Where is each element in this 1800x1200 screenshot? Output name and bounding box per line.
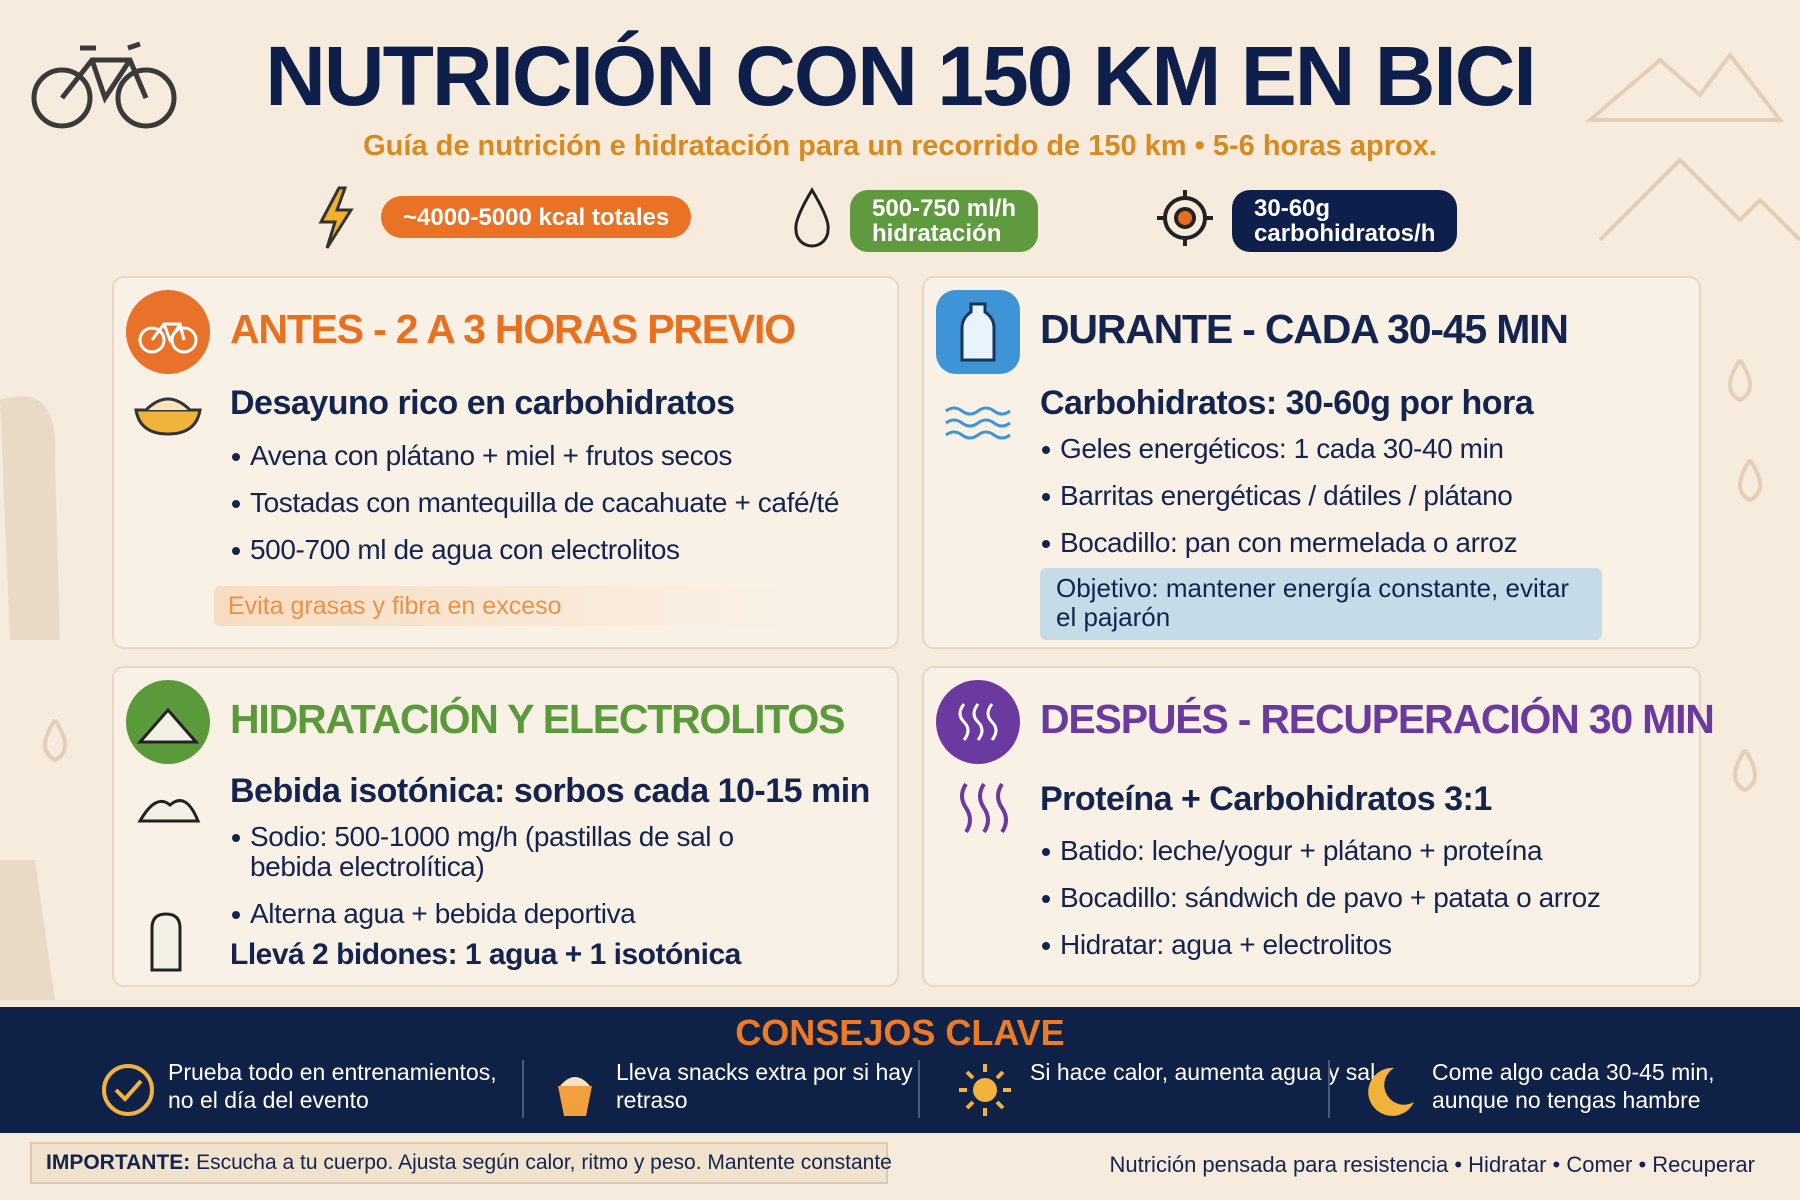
important-box: IMPORTANTE: Escucha a tu cuerpo. Ajusta …	[30, 1142, 892, 1184]
bullet-text: Geles energéticos: 1 cada 30-40 min	[1060, 433, 1504, 464]
bullet: Geles energéticos: 1 cada 30-40 min	[1040, 434, 1685, 464]
tip: Si hace calor, aumenta agua y sal	[1030, 1059, 1376, 1085]
bolt-icon	[318, 186, 354, 249]
card-title: ANTES - 2 A 3 HORAS PREVIO	[230, 306, 796, 352]
target-icon	[1157, 190, 1213, 246]
moon-icon	[1368, 1067, 1414, 1116]
card-heading: Desayuno rico en carbohidratos	[230, 384, 735, 422]
card-icon	[936, 290, 1020, 374]
important-label: IMPORTANTE:	[46, 1151, 191, 1174]
road	[0, 860, 55, 1000]
separator	[1328, 1060, 1330, 1118]
bullet: Alterna agua + bebida deportiva	[230, 899, 777, 929]
bullet-dot	[232, 834, 240, 842]
card: HIDRATACIÓN Y ELECTROLITOS Bebida isotón…	[112, 666, 899, 987]
bike-icon	[31, 41, 177, 129]
badge-text: carbohidratos/h	[1254, 220, 1436, 247]
check-icon	[102, 1064, 154, 1116]
tip: Lleva snacks extra por si hay retraso	[616, 1059, 913, 1113]
tip: Prueba todo en entrenamientos, no el día…	[168, 1059, 497, 1113]
bullet-dot	[1042, 848, 1050, 856]
badge: 500-750 ml/h hidratación	[850, 190, 1039, 252]
bullet-text: Avena con plátano + miel + frutos secos	[250, 440, 732, 471]
separator	[918, 1060, 920, 1118]
bullet-text: Sodio: 500-1000 mg/h (pastillas de sal o…	[250, 821, 734, 882]
sun-icon	[959, 1064, 1011, 1116]
badge-text: 30-60g	[1254, 195, 1331, 222]
bullet: Batido: leche/yogur + plátano + proteína	[1040, 836, 1685, 866]
badge-text: 500-750 ml/h	[872, 195, 1017, 222]
card-icon	[126, 290, 210, 374]
mountains	[43, 51, 1800, 793]
bullet-dot	[1042, 446, 1050, 454]
bullet-text: Tostadas con mantequilla de cacahuate + …	[250, 487, 840, 518]
card-title: DESPUÉS - RECUPERACIÓN 30 MIN	[1040, 696, 1715, 742]
card-icon	[936, 680, 1020, 764]
subtitle: Guía de nutrición e hidratación para un …	[363, 130, 1437, 162]
heat-icon	[960, 782, 1008, 834]
badge-text: hidratación	[872, 220, 1002, 247]
card-title: HIDRATACIÓN Y ELECTROLITOS	[230, 696, 845, 742]
bullet: 500-700 ml de agua con electrolitos	[230, 535, 883, 565]
card: DURANTE - CADA 30-45 MIN Carbohidratos: …	[922, 276, 1701, 649]
extra-line: Llevá 2 bidones: 1 agua + 1 isotónica	[230, 938, 741, 971]
bowl-icon	[134, 397, 202, 436]
bullet-text: Hidratar: agua + electrolitos	[1060, 929, 1392, 960]
card-title: DURANTE - CADA 30-45 MIN	[1040, 306, 1569, 352]
bullet: Hidratar: agua + electrolitos	[1040, 930, 1685, 960]
tips-title: CONSEJOS CLAVE	[735, 1012, 1065, 1053]
card: ANTES - 2 A 3 HORAS PREVIO Desayuno rico…	[112, 276, 899, 649]
bullet-list: Geles energéticos: 1 cada 30-40 min Barri…	[1040, 434, 1685, 575]
bullet-dot	[232, 911, 240, 919]
bullet: Barritas energéticas / dátiles / plátano	[1040, 481, 1685, 511]
card-heading: Carbohidratos: 30-60g por hora	[1040, 384, 1534, 422]
bullet-list: Sodio: 500-1000 mg/h (pastillas de sal o…	[230, 822, 777, 946]
bullet-dot	[1042, 895, 1050, 903]
drop-icon	[794, 187, 830, 248]
bullet: Bocadillo: pan con mermelada o arroz	[1040, 528, 1685, 558]
bullet-dot	[232, 500, 240, 508]
bullet-dot	[1042, 540, 1050, 548]
salt-icon	[137, 799, 201, 823]
bullet-dot	[1042, 942, 1050, 950]
bullet-text: 500-700 ml de agua con electrolitos	[250, 534, 680, 565]
note: Evita grasas y fibra en exceso	[214, 586, 788, 626]
road	[0, 396, 60, 640]
important-text: Escucha a tu cuerpo. Ajusta según calor,…	[196, 1151, 892, 1174]
bullet-text: Barritas energéticas / dátiles / plátano	[1060, 480, 1513, 511]
shaker-icon	[150, 912, 182, 972]
snack-icon	[558, 1077, 592, 1116]
bullet-text: Bocadillo: sándwich de pavo + patata o a…	[1060, 882, 1601, 913]
bullet-dot	[232, 453, 240, 461]
badge: ~4000-5000 kcal totales	[381, 196, 692, 238]
bullet: Sodio: 500-1000 mg/h (pastillas de sal o…	[230, 822, 777, 882]
tagline: Nutrición pensada para resistencia • Hid…	[1109, 1152, 1756, 1177]
card-icon	[126, 680, 210, 764]
card: DESPUÉS - RECUPERACIÓN 30 MIN Proteína +…	[922, 666, 1715, 987]
bullet: Bocadillo: sándwich de pavo + patata o a…	[1040, 883, 1685, 913]
bullet-dot	[1042, 493, 1050, 501]
bullet: Avena con plátano + miel + frutos secos	[230, 441, 883, 471]
note: Objetivo: mantener energía constante, ev…	[1040, 568, 1602, 640]
bullet-text: Bocadillo: pan con mermelada o arroz	[1060, 527, 1518, 558]
bullet-text: Batido: leche/yogur + plátano + proteína	[1060, 835, 1543, 866]
bullet: Tostadas con mantequilla de cacahuate + …	[230, 488, 883, 518]
title: NUTRICIÓN CON 150 KM EN BICI	[265, 29, 1536, 123]
tip: Come algo cada 30-45 min, aunque no teng…	[1432, 1059, 1715, 1113]
badge-text: ~4000-5000 kcal totales	[403, 203, 670, 231]
card-heading: Bebida isotónica: sorbos cada 10-15 min	[230, 772, 870, 810]
bullet-list: Avena con plátano + miel + frutos secos T…	[230, 441, 883, 582]
bullet-text: Alterna agua + bebida deportiva	[250, 898, 636, 929]
separator	[522, 1060, 524, 1118]
tips-band	[0, 1007, 1800, 1133]
card-heading: Proteína + Carbohidratos 3:1	[1040, 780, 1492, 818]
badge: 30-60g carbohidratos/h	[1232, 190, 1458, 252]
bullet-dot	[232, 547, 240, 555]
bullet-list: Batido: leche/yogur + plátano + proteína…	[1040, 836, 1685, 977]
wave-icon	[945, 406, 1011, 440]
